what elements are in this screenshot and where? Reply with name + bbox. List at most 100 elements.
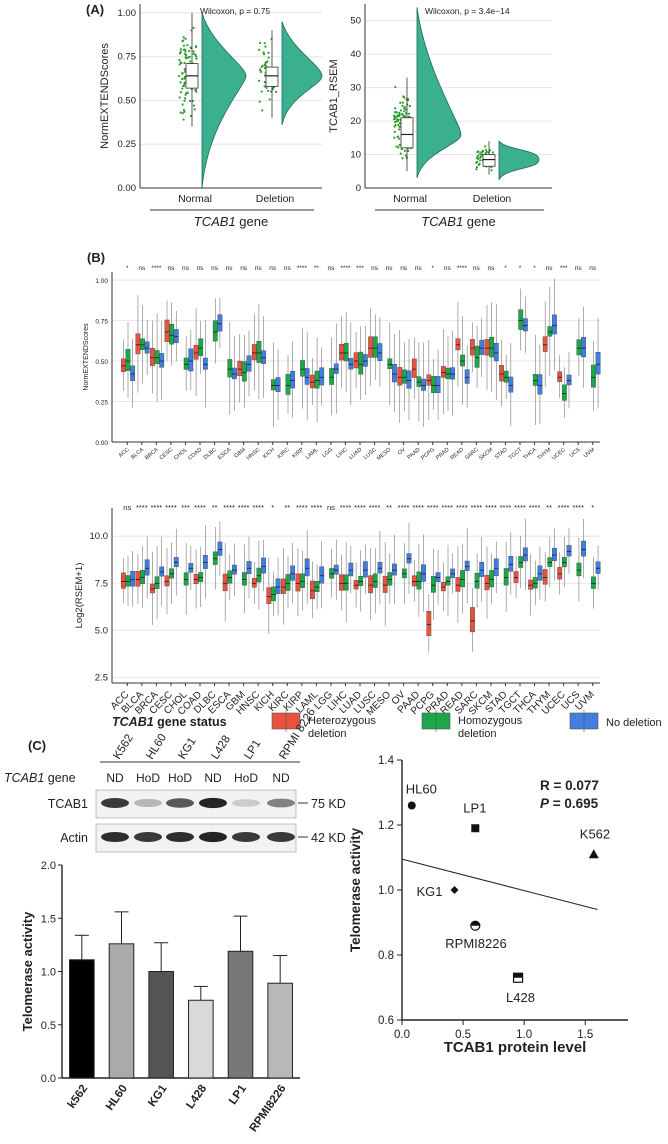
blot-band [166, 798, 194, 808]
box [339, 344, 344, 361]
data-point [490, 169, 493, 172]
data-point [407, 112, 411, 115]
data-point [397, 123, 400, 127]
box [397, 367, 403, 386]
box [353, 580, 359, 590]
data-point [195, 90, 198, 93]
scatter-point [407, 801, 416, 810]
box [489, 570, 495, 588]
significance-label: ns [444, 265, 452, 272]
data-point [178, 52, 181, 55]
data-point [404, 108, 407, 111]
x-tick-label: LIHC [335, 447, 348, 460]
significance-label: **** [457, 265, 468, 272]
significance-label: ns [211, 265, 219, 272]
panel-a-chart-2: 0 10 20 30 40 50 Wilcoxon, p = 3.4e−14 TCAB1_RS… [328, 4, 552, 229]
box [401, 369, 407, 384]
box [542, 336, 548, 352]
box [261, 350, 266, 364]
y-tick-label: 0 [356, 183, 361, 194]
x-axis-label: TCAB1 gene [421, 214, 495, 229]
box [368, 336, 374, 358]
x-tick-label: COAD [187, 447, 203, 462]
box [557, 371, 563, 383]
significance-label: ** [314, 265, 320, 272]
data-point [399, 101, 402, 104]
data-point [398, 122, 401, 125]
data-point [395, 111, 399, 114]
molecular-weight-label: 75 KD [311, 797, 346, 811]
blot-band [134, 832, 162, 842]
box [362, 561, 368, 578]
x-tick-label: 1.5 [577, 1029, 593, 1041]
box [547, 557, 553, 567]
significance-label: ns [327, 503, 335, 512]
x-axis-label: TCAB1 gene [194, 214, 268, 229]
x-tick-label: THCA [522, 447, 538, 461]
data-point [177, 74, 181, 78]
cell-line-label: KG1 [176, 736, 198, 762]
significance-label: **** [340, 503, 352, 512]
bar [188, 999, 214, 1079]
data-point [182, 84, 185, 88]
data-point [484, 148, 487, 151]
box [202, 554, 208, 569]
y-tick-label: 0.5 [41, 1020, 56, 1032]
box [470, 607, 475, 633]
data-point [475, 166, 479, 169]
data-point [263, 42, 266, 45]
data-point [394, 85, 397, 89]
significance-label: **** [471, 503, 483, 512]
box [474, 345, 480, 368]
box [300, 360, 305, 377]
violin [416, 7, 462, 179]
point-label: HL60 [406, 782, 437, 797]
box [445, 367, 451, 380]
significance-label: **** [165, 503, 177, 512]
y-tick-label: 0.0 [41, 1073, 56, 1085]
data-point [258, 100, 261, 103]
box [285, 574, 291, 591]
data-point [477, 154, 480, 157]
data-point [397, 128, 401, 131]
box [421, 564, 426, 582]
box [377, 343, 383, 361]
box [460, 570, 465, 588]
box [246, 355, 252, 372]
data-point [193, 108, 196, 111]
x-tick-label: MESO [376, 446, 393, 461]
y-tick-label: 0.00 [95, 440, 108, 447]
bar [227, 950, 254, 1079]
x-tick-label: UVM [583, 447, 597, 460]
y-tick-label: 0.50 [95, 359, 108, 366]
data-point [403, 107, 406, 110]
panel-b-chart-2: 2.55.07.510.0Log2(RSEM+1)nsACC****BLCA**… [74, 503, 601, 718]
box [482, 154, 496, 167]
x-tick-label: PCPG [420, 447, 436, 462]
box [319, 566, 325, 584]
data-point [260, 65, 263, 69]
significance-label: **** [412, 503, 424, 512]
blot-band [166, 831, 194, 843]
deletion-status: HoD [136, 771, 160, 785]
data-point [181, 40, 184, 43]
data-point [479, 152, 482, 155]
box [470, 339, 475, 356]
data-point [183, 61, 186, 65]
x-tick-label: KIRP [291, 447, 305, 460]
box [537, 565, 543, 581]
data-point [398, 114, 401, 117]
box [198, 338, 204, 356]
box [435, 375, 441, 394]
y-tick-label: 0.6 [378, 1015, 394, 1027]
significance-label: * [519, 265, 522, 272]
box [406, 370, 412, 389]
y-tick-label: 1.00 [118, 8, 137, 19]
data-point [476, 155, 479, 159]
data-point [266, 60, 269, 63]
data-point [476, 160, 479, 164]
box [217, 314, 223, 332]
significance-label: **** [369, 503, 381, 512]
significance-label: **** [151, 503, 163, 512]
x-tick-label: PAAD [406, 447, 421, 461]
